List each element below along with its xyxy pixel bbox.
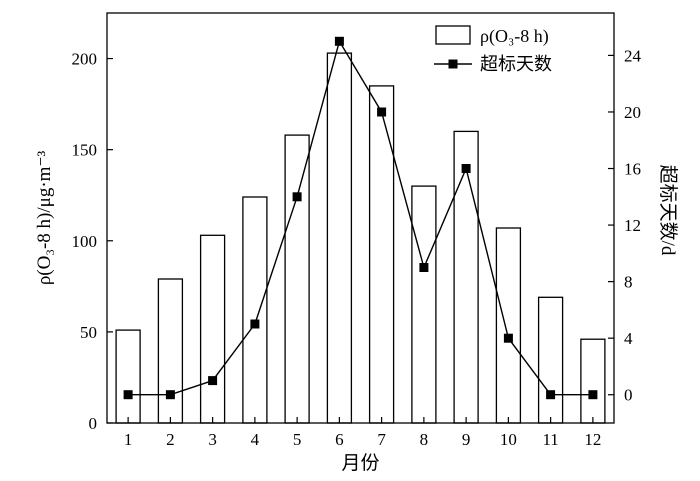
legend-bar-swatch xyxy=(435,25,471,45)
exceed-days-line xyxy=(128,39,593,396)
exceed-days-point-1 xyxy=(123,390,133,400)
exceed-days-point-5 xyxy=(292,192,302,202)
bar-11 xyxy=(537,296,564,424)
legend-marker-swatch xyxy=(448,59,458,69)
bar-3 xyxy=(199,234,226,424)
x-tick-label-2: 2 xyxy=(166,430,175,449)
exceed-days-point-3 xyxy=(208,376,218,386)
exceed-days-point-4 xyxy=(250,319,260,329)
bar-8 xyxy=(411,185,437,424)
right-tick-label-8: 8 xyxy=(624,273,633,292)
bar-10 xyxy=(495,227,522,424)
bar-5 xyxy=(284,134,310,424)
right-tick-label-24: 24 xyxy=(624,46,642,65)
x-axis-title: 月份 xyxy=(341,452,379,474)
left-tick-label-150: 150 xyxy=(72,141,98,160)
x-tick-label-3: 3 xyxy=(208,430,217,449)
exceed-days-point-9 xyxy=(461,164,471,173)
left-tick-label-0: 0 xyxy=(89,414,98,433)
bar-2 xyxy=(157,278,184,424)
bar-4 xyxy=(242,196,268,424)
left-tick-label-50: 50 xyxy=(80,323,97,342)
right-tick-label-20: 20 xyxy=(624,103,641,122)
x-tick-label-6: 6 xyxy=(335,430,344,449)
x-tick-label-11: 11 xyxy=(542,430,558,449)
bar-12 xyxy=(580,338,606,424)
line-layer xyxy=(123,36,598,400)
left-axis-title: ρ(O₃-8 h)/μg·m⁻³ xyxy=(34,151,55,286)
exceed-days-point-8 xyxy=(419,263,429,272)
bar-1 xyxy=(115,329,141,424)
exceed-days-point-7 xyxy=(377,107,387,117)
x-tick-label-9: 9 xyxy=(462,430,471,449)
exceed-days-point-2 xyxy=(165,390,175,400)
right-axis-title: 超标天数/d xyxy=(657,165,679,256)
bar-6 xyxy=(326,52,353,424)
x-tick-label-1: 1 xyxy=(124,430,133,449)
bar-7 xyxy=(368,85,395,424)
right-tick-label-16: 16 xyxy=(624,160,641,179)
right-tick-label-12: 12 xyxy=(624,216,641,235)
exceed-days-point-11 xyxy=(546,390,556,400)
x-tick-label-5: 5 xyxy=(293,430,302,449)
plot-frame xyxy=(106,12,615,424)
exceed-days-point-10 xyxy=(503,333,513,343)
legend-line-label: 超标天数 xyxy=(480,54,552,74)
x-tick-label-4: 4 xyxy=(251,430,260,449)
x-tick-label-7: 7 xyxy=(377,430,386,449)
exceed-days-point-6 xyxy=(334,36,344,46)
left-tick-label-200: 200 xyxy=(72,50,98,69)
x-tick-label-10: 10 xyxy=(500,430,517,449)
right-tick-label-0: 0 xyxy=(624,386,633,405)
right-tick-label-4: 4 xyxy=(624,329,633,348)
x-tick-label-12: 12 xyxy=(584,430,601,449)
exceed-days-point-12 xyxy=(588,390,598,400)
axis-titles: 月份 ρ(O₃-8 h)/μg·m⁻³ 超标天数/d xyxy=(34,151,679,474)
legend: ρ(O₃-8 h) 超标天数 xyxy=(434,25,552,74)
bar-9 xyxy=(453,130,479,424)
x-tick-label-8: 8 xyxy=(420,430,429,449)
legend-bar-label: ρ(O₃-8 h) xyxy=(480,26,549,47)
left-tick-label-100: 100 xyxy=(72,232,98,251)
bars-layer xyxy=(115,52,606,424)
